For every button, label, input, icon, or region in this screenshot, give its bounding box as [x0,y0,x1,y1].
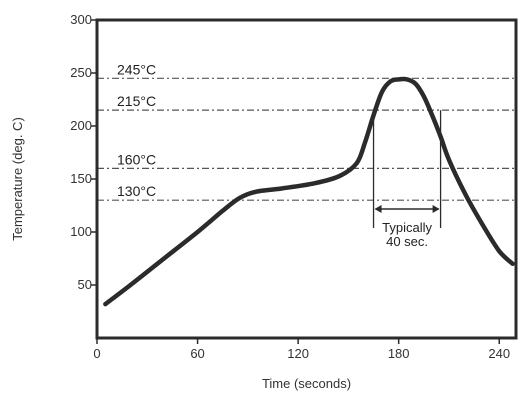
y-tick-label: 50 [78,277,92,292]
annotation-arrow-right [432,204,440,213]
reference-line-label: 245°C [117,61,156,77]
curve-layer [103,76,515,307]
x-tick-label: 60 [190,346,204,361]
y-tick-label: 100 [70,224,92,239]
y-tick-label: 200 [70,118,92,133]
x-tick-label: 0 [93,346,100,361]
x-tick-label: 240 [488,346,510,361]
reference-line-label: 160°C [117,151,156,167]
annotation-text-line1: Typically [382,220,432,235]
y-tick-label: 300 [70,12,92,27]
temperature-profile-line [103,76,515,307]
y-axis-title: Temperature (deg. C) [10,117,25,241]
y-axis-ticks: 50 100 150 200 250 300 [70,12,97,292]
y-tick-label: 150 [70,171,92,186]
annotation-text-line2: 40 sec. [386,234,428,249]
reference-lines: 245°C 215°C 160°C 130°C [97,61,516,201]
reference-line-label: 215°C [117,93,156,109]
reference-line-label: 130°C [117,183,156,199]
x-tick-label: 180 [388,346,410,361]
plot-frame [95,18,518,340]
annotation-arrow-left [374,204,382,213]
x-axis-title: Time (seconds) [262,376,351,391]
y-tick-label: 250 [70,65,92,80]
x-tick-label: 120 [287,346,309,361]
x-axis-ticks: 0 60 120 180 240 [93,338,510,361]
